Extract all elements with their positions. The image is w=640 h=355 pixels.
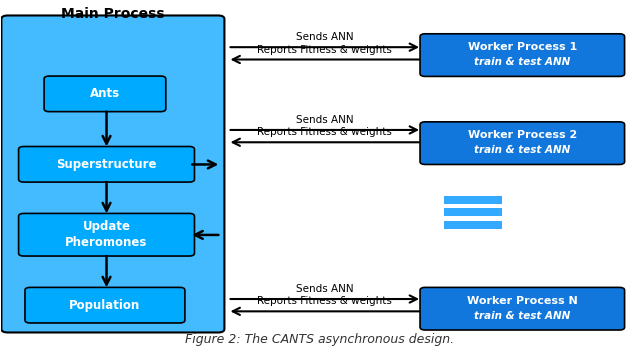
FancyBboxPatch shape [19, 147, 195, 182]
Bar [444, 208, 502, 216]
Text: Reports Fitness & weights: Reports Fitness & weights [257, 127, 392, 137]
Text: Sends ANN: Sends ANN [296, 32, 353, 42]
FancyBboxPatch shape [25, 288, 185, 323]
Text: train & test ANN: train & test ANN [474, 311, 570, 321]
FancyBboxPatch shape [19, 213, 195, 256]
FancyBboxPatch shape [44, 76, 166, 111]
Text: train & test ANN: train & test ANN [474, 145, 570, 155]
Text: Population: Population [69, 299, 141, 312]
Text: train & test ANN: train & test ANN [474, 57, 570, 67]
FancyBboxPatch shape [420, 122, 625, 164]
FancyBboxPatch shape [420, 34, 625, 76]
FancyBboxPatch shape [420, 288, 625, 330]
Text: Worker Process 2: Worker Process 2 [468, 130, 577, 141]
Text: Worker Process 1: Worker Process 1 [468, 42, 577, 52]
Text: Sends ANN: Sends ANN [296, 115, 353, 125]
Bar [444, 196, 502, 204]
FancyBboxPatch shape [1, 16, 225, 333]
Text: Sends ANN: Sends ANN [296, 284, 353, 294]
Text: Worker Process N: Worker Process N [467, 296, 578, 306]
Text: Ants: Ants [90, 87, 120, 100]
Text: Reports Fitness & weights: Reports Fitness & weights [257, 45, 392, 55]
Text: Reports Fitness & weights: Reports Fitness & weights [257, 296, 392, 306]
Bar [444, 221, 502, 229]
Text: Figure 2: The CANTS asynchronous design.: Figure 2: The CANTS asynchronous design. [186, 333, 454, 346]
Text: Main Process: Main Process [61, 7, 164, 21]
Text: Superstructure: Superstructure [56, 158, 157, 171]
Text: Update
Pheromones: Update Pheromones [65, 220, 148, 249]
